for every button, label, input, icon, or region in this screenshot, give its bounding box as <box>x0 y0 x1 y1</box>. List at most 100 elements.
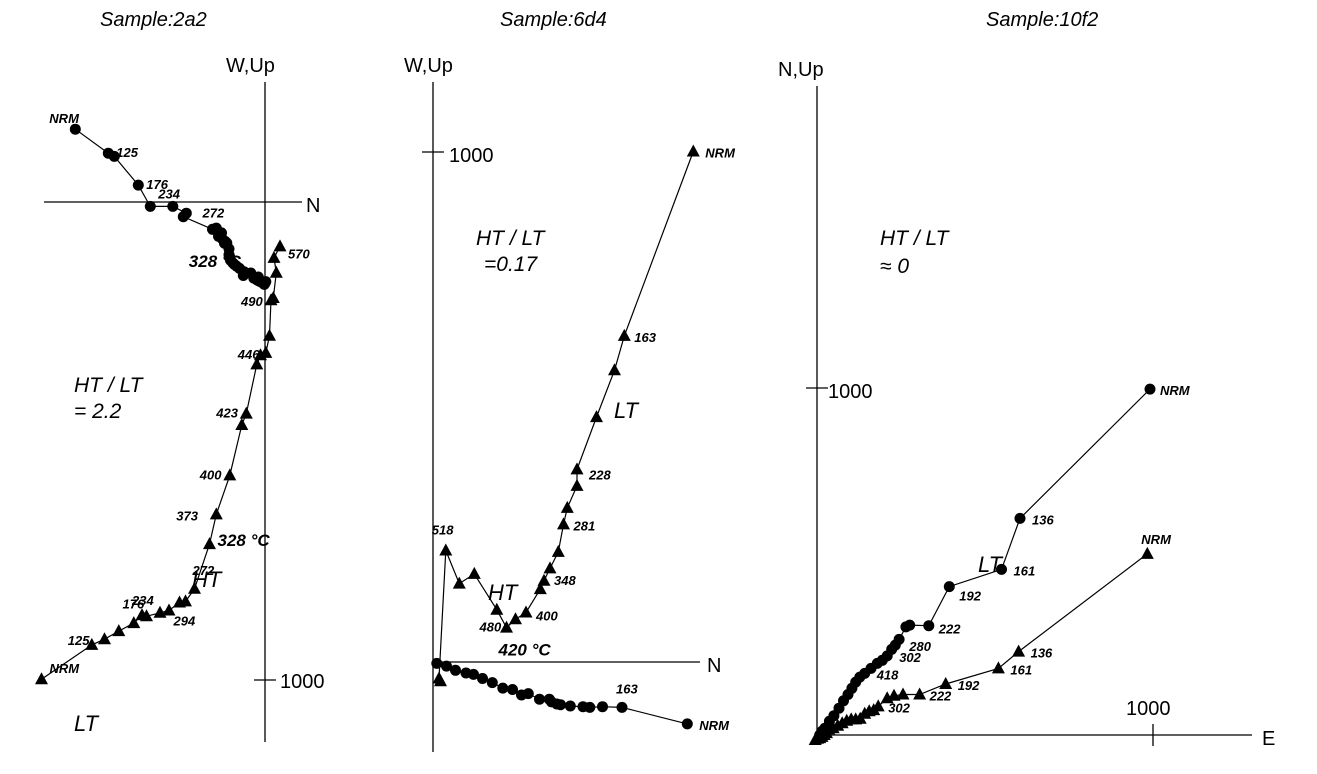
triangle-data-point <box>235 418 249 430</box>
circle-data-point <box>584 701 596 713</box>
point-label: 570 <box>288 246 310 261</box>
circle-data-point <box>132 179 144 191</box>
circle-data-point <box>497 682 509 694</box>
circle-data-point <box>996 563 1007 575</box>
triangle-data-point <box>250 357 264 370</box>
triangle-data-point <box>808 733 822 745</box>
ratio-label: HT / LT <box>880 227 951 250</box>
triangle-data-point <box>264 293 278 306</box>
triangle-data-point <box>452 576 466 589</box>
triangle-data-point <box>880 691 894 704</box>
circle-data-point <box>534 693 545 705</box>
panel-sample-10f2: Sample:10f2 N,Up E 1000 1000 HT / LT ≈ 0… <box>778 9 1275 750</box>
circle-data-point <box>477 673 488 684</box>
point-label: NRM <box>1160 383 1191 398</box>
circle-data-point <box>144 200 156 212</box>
tick-label-1000: 1000 <box>449 145 494 167</box>
triangle-data-point <box>560 500 574 513</box>
triangle-data-point <box>153 605 167 618</box>
triangle-data-point <box>570 462 584 475</box>
data-marks: NRM 163 228 281 348 400 480 420 °C 518 163 NRM <box>431 144 736 733</box>
triangle-data-point <box>500 620 513 633</box>
triangle-data-point <box>608 363 621 376</box>
point-label: 518 <box>432 523 454 538</box>
point-label: 280 <box>908 639 931 654</box>
triangle-data-point <box>173 595 186 608</box>
circle-data-point <box>167 200 179 212</box>
circle-data-point <box>923 620 935 632</box>
point-label: 163 <box>616 681 638 696</box>
triangle-data-point <box>939 677 953 689</box>
horizontal-axis-label: N <box>707 655 721 677</box>
point-label: 302 <box>888 700 910 715</box>
point-label: 192 <box>959 589 981 604</box>
triangle-data-point <box>85 637 99 650</box>
horizontal-axis-label: E <box>1262 728 1275 750</box>
point-label: 423 <box>215 406 238 421</box>
triangle-data-point <box>162 603 176 616</box>
point-label: 400 <box>199 467 222 482</box>
triangle-data-point <box>239 406 253 419</box>
point-label: 294 <box>173 613 196 628</box>
point-label: NRM <box>49 111 80 126</box>
circle-data-point <box>69 123 81 135</box>
triangle-data-point <box>551 544 565 557</box>
circle-data-point <box>597 701 608 713</box>
triangle-data-point <box>537 573 551 586</box>
point-label: 373 <box>176 508 198 523</box>
triangle-data-point <box>1140 546 1154 559</box>
circle-data-point <box>441 660 452 672</box>
panel-title: Sample:2a2 <box>100 9 207 31</box>
triangle-data-point <box>570 478 584 491</box>
horizontal-axis-label: N <box>306 195 320 217</box>
circle-data-point <box>450 664 461 676</box>
vertical-axis-label: W,Up <box>226 55 275 77</box>
point-label: 136 <box>1032 512 1054 527</box>
circle-data-point <box>564 700 576 712</box>
triangle-data-point <box>991 661 1005 674</box>
point-label: 418 <box>876 667 899 682</box>
point-label: 328 °C <box>218 531 271 550</box>
ht-annotation: HT <box>488 580 519 605</box>
point-label: 281 <box>573 518 596 533</box>
ratio-value: ≈ 0 <box>880 255 909 278</box>
point-label: 420 °C <box>498 641 552 660</box>
triangle-data-point <box>533 582 547 595</box>
triangle-data-point <box>519 605 533 618</box>
point-label: 490 <box>240 294 263 309</box>
circle-data-point <box>507 684 518 695</box>
circle-data-point <box>108 150 120 162</box>
lt-annotation: LT <box>74 711 100 736</box>
point-label: 125 <box>116 145 138 160</box>
point-label: 125 <box>68 633 90 648</box>
triangle-data-point <box>267 250 281 263</box>
point-label: 163 <box>634 330 656 345</box>
circle-data-point <box>555 699 566 711</box>
triangle-data-point <box>509 612 522 625</box>
triangle-data-point <box>269 265 283 278</box>
triangle-data-point <box>617 328 631 341</box>
point-label: 176 <box>146 177 168 192</box>
point-label: NRM <box>699 718 730 733</box>
data-marks: NRM136161192222280302418NRM1361611922223… <box>808 383 1191 745</box>
point-label: 480 <box>479 619 502 634</box>
ratio-label: HT / LT <box>476 227 547 250</box>
triangle-data-point <box>263 328 276 341</box>
point-label: 272 <box>202 205 225 220</box>
triangle-data-point <box>223 468 237 481</box>
circle-data-point <box>260 276 272 288</box>
triangle-data-point <box>590 410 603 423</box>
triangle-data-point <box>896 687 910 700</box>
triangle-data-point <box>490 602 504 615</box>
triangle-data-point <box>543 561 557 574</box>
triangle-data-point <box>209 507 223 520</box>
circle-data-point <box>681 718 693 730</box>
triangle-data-point <box>135 608 149 621</box>
point-label: 161 <box>1010 662 1032 677</box>
panel-title: Sample:10f2 <box>986 9 1098 31</box>
circle-data-point <box>468 668 479 680</box>
triangle-data-point <box>1012 644 1026 657</box>
triangle-data-point <box>557 517 570 530</box>
triangle-data-point <box>887 688 901 701</box>
